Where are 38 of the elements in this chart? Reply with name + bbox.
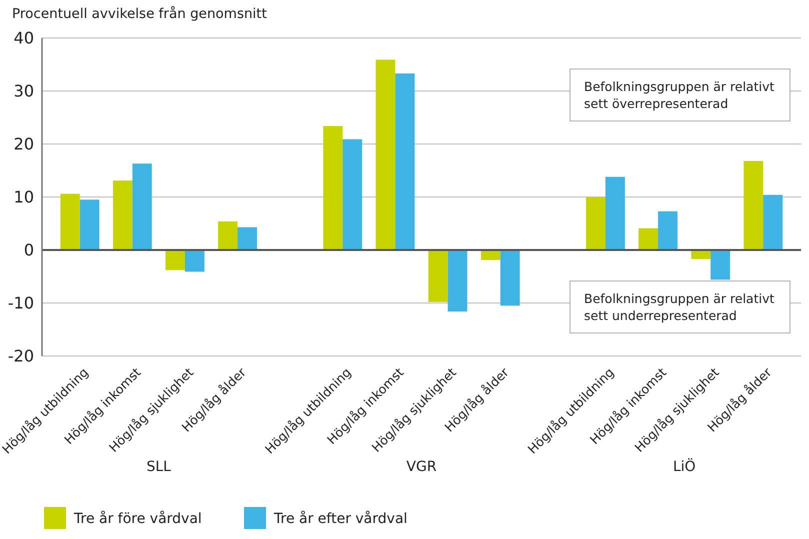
bar — [605, 176, 625, 250]
bar — [658, 211, 678, 250]
bar — [376, 60, 396, 250]
y-tick-label: -10 — [8, 294, 34, 313]
bar — [60, 194, 80, 250]
text: SLL — [146, 459, 172, 475]
bar — [238, 227, 257, 250]
annotation: Befolkningsgruppen är relativt sett underrepresenterad — [584, 291, 774, 323]
legend-label: Tre år före vårdval — [73, 510, 202, 527]
bar — [500, 250, 520, 306]
bar — [586, 197, 606, 250]
bar — [763, 194, 783, 250]
bar — [184, 250, 204, 272]
y-tick-label: 30 — [14, 82, 34, 101]
bar — [638, 228, 658, 250]
bar — [166, 250, 185, 270]
text: LiÖ — [672, 458, 696, 475]
bar — [744, 160, 764, 250]
y-axis-title: Procentuell avvikelse från genomsnitt — [12, 6, 267, 22]
y-tick-label: 10 — [14, 188, 34, 207]
bar — [342, 139, 362, 250]
y-tick-label: -20 — [8, 346, 34, 366]
bar — [428, 250, 448, 302]
bar — [80, 200, 100, 250]
bar — [323, 126, 343, 250]
annotation: Befolkningsgruppen är relativt sett överrepresenterad — [584, 79, 774, 111]
text: VGR — [406, 459, 437, 475]
legend-label: Tre år efter vårdval — [273, 510, 408, 527]
bar — [132, 164, 152, 250]
bar — [480, 250, 500, 260]
bar — [710, 250, 730, 280]
y-tick-label: 40 — [14, 28, 34, 48]
y-tick-label: 0 — [24, 240, 34, 260]
bar — [448, 250, 468, 312]
bar — [395, 74, 415, 250]
bar — [218, 221, 238, 250]
y-tick-label: 20 — [14, 134, 34, 154]
bar — [112, 180, 132, 250]
